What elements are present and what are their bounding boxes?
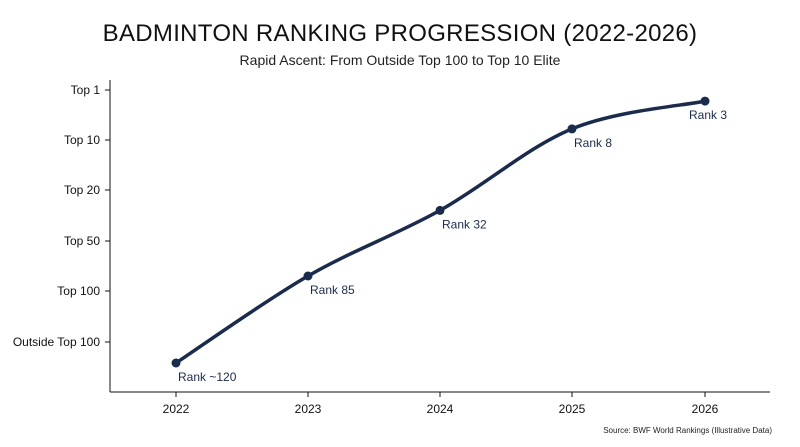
y-tick-label: Top 20: [64, 183, 100, 197]
ranking-series-line: [174, 99, 707, 365]
data-point: [171, 358, 181, 368]
data-label: Rank ~120: [178, 370, 237, 384]
data-point: [567, 124, 577, 134]
chart-title: BADMINTON RANKING PROGRESSION (2022-2026…: [102, 20, 698, 47]
y-tick-label: Top 100: [57, 284, 100, 298]
y-tick-label: Outside Top 100: [13, 335, 101, 349]
data-label: Rank 8: [574, 136, 612, 150]
x-tick-label: 2023: [295, 402, 322, 416]
y-tick-label: Top 10: [64, 133, 100, 147]
x-tick-label: 2025: [559, 402, 586, 416]
source-note: Source: BWF World Rankings (Illustrative…: [603, 426, 772, 435]
data-point: [435, 205, 445, 215]
x-tick-label: 2024: [427, 402, 454, 416]
data-label: Rank 3: [689, 108, 727, 122]
x-tick-label: 2026: [692, 402, 719, 416]
data-point: [303, 271, 313, 281]
x-tick-label: 2022: [163, 402, 190, 416]
chart-subtitle: Rapid Ascent: From Outside Top 100 to To…: [239, 52, 561, 68]
data-point: [700, 96, 710, 106]
data-label: Rank 32: [442, 217, 487, 231]
y-tick-label: Top 50: [64, 234, 100, 248]
data-label: Rank 85: [310, 283, 355, 297]
y-tick-label: Top 1: [71, 83, 101, 97]
